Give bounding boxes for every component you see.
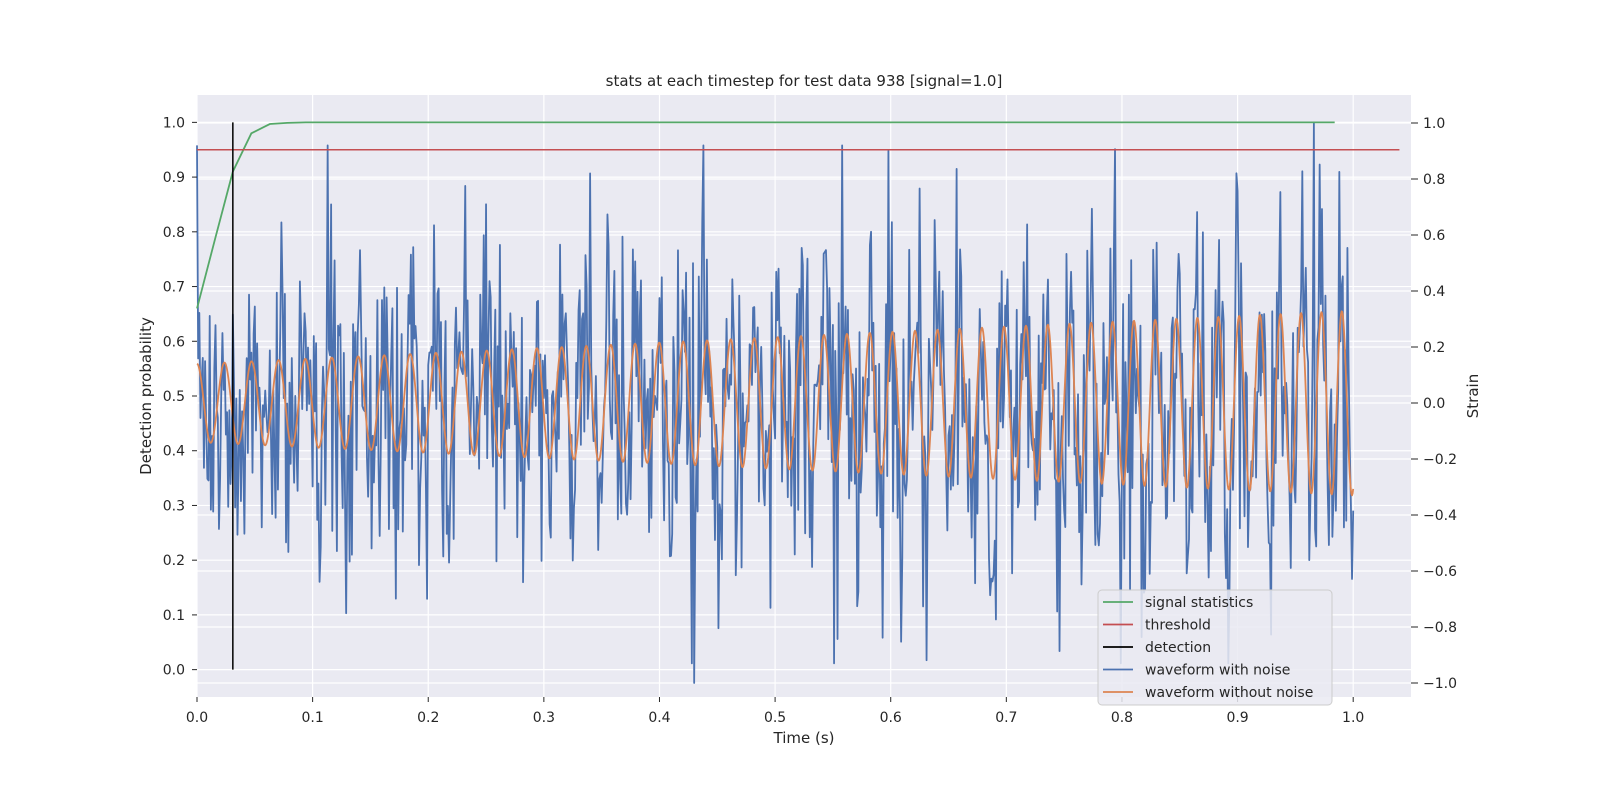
x-tick-label: 0.2 xyxy=(417,710,439,726)
legend-label: waveform without noise xyxy=(1145,685,1313,701)
left-y-tick-label: 0.9 xyxy=(163,170,185,186)
legend-label: signal statistics xyxy=(1145,595,1253,611)
right-y-tick-label: 0.2 xyxy=(1423,340,1445,356)
x-tick-label: 0.1 xyxy=(301,710,323,726)
x-tick-label: 0.7 xyxy=(995,710,1017,726)
right-y-axis-label: Strain xyxy=(1464,374,1482,418)
series-layer xyxy=(196,121,1400,684)
right-y-tick-label: −1.0 xyxy=(1423,676,1457,692)
left-y-tick-label: 0.8 xyxy=(163,225,185,241)
right-y-tick-label: −0.6 xyxy=(1423,564,1457,580)
right-y-tick-label: 0.6 xyxy=(1423,228,1445,244)
left-y-tick-label: 0.6 xyxy=(163,334,185,350)
series-waveform-with-noise xyxy=(196,122,1355,684)
right-y-tick-label: −0.2 xyxy=(1423,452,1457,468)
left-y-tick-label: 0.3 xyxy=(163,498,185,514)
legend-label: detection xyxy=(1145,640,1211,656)
left-y-tick-label: 0.1 xyxy=(163,608,185,624)
left-y-axis-label: Detection probability xyxy=(137,317,155,475)
left-y-tick-label: 1.0 xyxy=(163,115,185,131)
left-y-tick-label: 0.0 xyxy=(163,663,185,679)
x-tick-label: 0.4 xyxy=(648,710,670,726)
legend-label: threshold xyxy=(1145,618,1211,634)
left-y-tick-label: 0.2 xyxy=(163,553,185,569)
chart-title: stats at each timestep for test data 938… xyxy=(606,72,1003,90)
legend: signal statistics threshold detection wavef… xyxy=(1097,589,1333,706)
x-axis-label: Time (s) xyxy=(773,729,835,747)
right-y-tick-label: 0.4 xyxy=(1423,284,1445,300)
x-tick-label: 0.9 xyxy=(1226,710,1248,726)
right-y-tick-label: 0.8 xyxy=(1423,172,1445,188)
right-y-tick-label: −0.4 xyxy=(1423,508,1457,524)
x-tick-label: 0.5 xyxy=(764,710,786,726)
x-axis-ticks: 0.0 0.1 0.2 0.3 0.4 0.5 0.6 0.7 0.8 0.9 1.0 xyxy=(186,697,1364,726)
x-tick-label: 0.3 xyxy=(533,710,555,726)
x-tick-label: 0.8 xyxy=(1111,710,1133,726)
left-y-tick-label: 0.5 xyxy=(163,389,185,405)
x-tick-label: 0.6 xyxy=(880,710,902,726)
left-y-tick-label: 0.7 xyxy=(163,280,185,296)
left-y-tick-label: 0.4 xyxy=(163,444,185,460)
series-signal-statistics xyxy=(196,121,1335,309)
right-y-tick-label: 0.0 xyxy=(1423,396,1445,412)
legend-box xyxy=(1097,589,1333,706)
left-y-axis-ticks: 0.0 0.1 0.2 0.3 0.4 0.5 0.6 0.7 0.8 0.9 1.0 xyxy=(163,115,197,679)
x-tick-label: 0.0 xyxy=(186,710,208,726)
x-tick-label: 1.0 xyxy=(1342,710,1364,726)
series-waveform-without-noise xyxy=(196,310,1355,497)
legend-label: waveform with noise xyxy=(1145,663,1290,679)
right-y-axis-ticks: −1.0 −0.8 −0.6 −0.4 −0.2 0.0 0.2 0.4 0.6 0.8 1.0 xyxy=(1411,116,1457,692)
right-y-tick-label: −0.8 xyxy=(1423,620,1457,636)
right-y-tick-label: 1.0 xyxy=(1423,116,1445,132)
